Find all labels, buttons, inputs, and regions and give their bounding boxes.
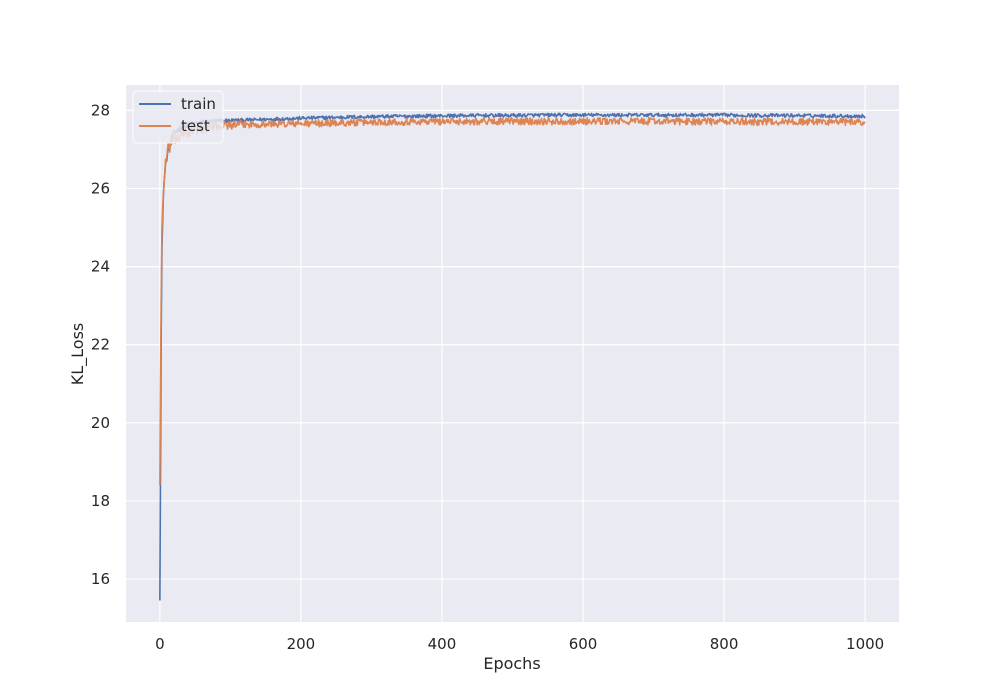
x-tick-labels: 0 200 400 600 800 1000 bbox=[155, 635, 884, 653]
y-tick-label: 22 bbox=[91, 336, 110, 354]
x-tick-label: 400 bbox=[428, 635, 457, 653]
legend-label-train: train bbox=[181, 95, 216, 113]
x-tick-label: 600 bbox=[569, 635, 598, 653]
y-tick-label: 24 bbox=[91, 258, 110, 276]
plot-background bbox=[126, 85, 899, 622]
x-tick-label: 800 bbox=[710, 635, 739, 653]
x-tick-label: 1000 bbox=[846, 635, 884, 653]
series-line-train bbox=[159, 112, 866, 601]
y-tick-label: 18 bbox=[91, 492, 110, 510]
y-tick-label: 28 bbox=[91, 101, 110, 119]
series-layer bbox=[159, 112, 866, 601]
y-tick-labels: 16 18 20 22 24 26 28 bbox=[91, 101, 110, 588]
legend: train test bbox=[132, 90, 224, 144]
x-axis-label: Epochs bbox=[483, 654, 540, 673]
grid-lines bbox=[126, 85, 899, 622]
x-tick-label: 200 bbox=[287, 635, 316, 653]
y-tick-label: 16 bbox=[91, 570, 110, 588]
y-tick-label: 26 bbox=[91, 179, 110, 197]
y-axis-label: KL_Loss bbox=[68, 323, 88, 386]
legend-label-test: test bbox=[181, 117, 210, 135]
x-tick-label: 0 bbox=[155, 635, 165, 653]
y-tick-label: 20 bbox=[91, 414, 110, 432]
series-line-test bbox=[159, 117, 866, 486]
